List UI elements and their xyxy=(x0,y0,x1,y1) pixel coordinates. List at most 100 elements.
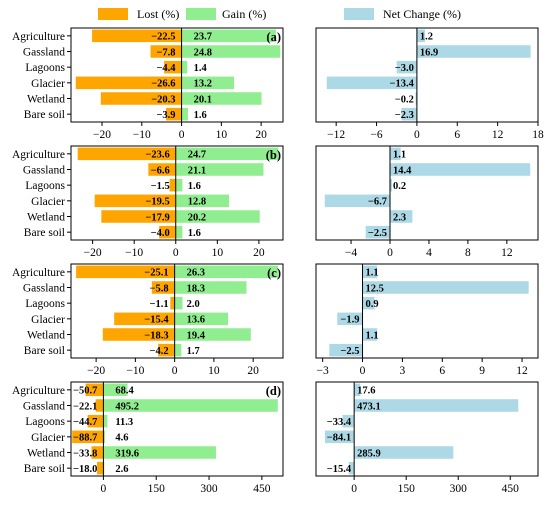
bar-lost-agriculture xyxy=(76,265,175,279)
data-label-net-lagoons: −33.4 xyxy=(327,417,352,428)
category-label-bare-soil: Bare soil xyxy=(24,345,65,357)
data-label-net-lagoons: 0.2 xyxy=(393,181,406,192)
data-label-gain-agriculture: 26.3 xyxy=(187,268,205,279)
data-label-net-agriculture: 17.6 xyxy=(357,386,375,397)
data-label-lost-lagoons: −4.4 xyxy=(156,63,176,74)
legend-swatch-lost xyxy=(98,8,128,20)
data-label-net-gassland: 473.1 xyxy=(357,401,381,412)
data-label-net-glacier: −84.1 xyxy=(327,433,351,444)
data-label-gain-wetland: 319.6 xyxy=(115,448,139,459)
bar-gain-lagoons xyxy=(174,296,183,310)
bar-gain-glacier xyxy=(181,76,235,90)
xtick-label-left-1: −10 xyxy=(126,365,144,377)
category-label-lagoons: Lagoons xyxy=(25,180,65,192)
data-label-net-bare-soil: −15.4 xyxy=(327,464,352,475)
xtick-label-right-1: 0 xyxy=(360,365,366,377)
bar-net-change-bare-soil xyxy=(329,343,363,357)
bar-gain-glacier xyxy=(175,194,229,208)
bar-gain-wetland xyxy=(181,92,262,105)
legend-label-net: Net Change (%) xyxy=(383,7,461,21)
bar-net-change-bare-soil xyxy=(348,461,355,475)
data-label-net-wetland: 1.1 xyxy=(366,330,379,341)
data-label-lost-glacier: −19.5 xyxy=(145,197,169,208)
panels: −22.5 −7.8 −4.4 −26.6 −20.3 −3.9 23.7 24.8 1.4 13… xyxy=(12,27,544,495)
data-label-gain-agriculture: 24.7 xyxy=(188,150,206,161)
data-label-gain-glacier: 12.8 xyxy=(188,197,206,208)
right-axes-frame xyxy=(315,145,539,241)
xtick-label-right-5: 12 xyxy=(516,365,528,377)
category-label-gassland: Gassland xyxy=(23,165,65,177)
right-axes-frame xyxy=(315,381,539,477)
xtick-label-left-3: 10 xyxy=(212,247,224,259)
data-label-net-lagoons: −3.0 xyxy=(395,63,414,74)
bar-lost-bare-soil xyxy=(159,225,176,239)
bar-lost-lagoons xyxy=(169,178,176,192)
data-label-lost-glacier: −15.4 xyxy=(144,315,169,326)
xtick-label-right-0: −4 xyxy=(345,247,357,259)
data-label-lost-bare-soil: −4.0 xyxy=(151,228,170,239)
data-label-lost-agriculture: −23.6 xyxy=(145,150,169,161)
category-label-glacier: Glacier xyxy=(31,314,65,326)
data-label-lost-gassland: −22.1 xyxy=(73,401,97,412)
data-label-gain-glacier: 13.2 xyxy=(194,79,212,90)
bar-gain-lagoons xyxy=(103,414,108,428)
category-label-gassland: Gassland xyxy=(23,401,65,413)
data-label-net-agriculture: 1.1 xyxy=(393,150,406,161)
data-label-lost-wetland: −18.3 xyxy=(144,330,168,341)
xtick-label-right-4: 9 xyxy=(479,365,485,377)
bar-gain-wetland xyxy=(174,328,251,341)
xtick-label-left-0: −20 xyxy=(84,247,102,259)
data-label-gain-glacier: 13.6 xyxy=(187,315,205,326)
xtick-label-left-1: −10 xyxy=(133,129,151,141)
bar-net-change-agriculture xyxy=(390,147,401,161)
xtick-label-right-3: 6 xyxy=(439,365,445,377)
bar-gain-agriculture xyxy=(174,265,278,279)
xtick-label-left-2: 0 xyxy=(179,129,185,141)
data-label-gain-bare-soil: 1.6 xyxy=(194,110,207,121)
xtick-label-right-2: 3 xyxy=(400,365,406,377)
xtick-label-right-4: 12 xyxy=(501,247,513,259)
category-label-glacier: Glacier xyxy=(31,78,65,90)
bar-net-change-agriculture xyxy=(416,29,425,43)
category-label-agriculture: Agriculture xyxy=(12,149,65,161)
xtick-label-right-4: 12 xyxy=(492,129,504,141)
panel-label: (d) xyxy=(266,384,281,398)
category-label-lagoons: Lagoons xyxy=(25,416,65,428)
xtick-label-right-1: 150 xyxy=(398,483,416,495)
data-label-lost-agriculture: −22.5 xyxy=(151,32,175,43)
left-axes-frame xyxy=(70,263,284,359)
bar-net-change-wetland xyxy=(354,446,454,459)
xtick-label-left-4: 20 xyxy=(247,365,259,377)
xtick-label-right-1: 0 xyxy=(387,247,393,259)
panel-d: −50.7 −22.1 −44.7 −88.7 −33.8 −18.0 68.4 495.2 1… xyxy=(12,381,539,495)
right-axes-frame xyxy=(315,27,539,123)
data-label-lost-gassland: −7.8 xyxy=(156,47,175,58)
bar-net-change-wetland xyxy=(390,210,413,223)
bar-gain-glacier xyxy=(103,430,106,444)
bar-net-change-wetland xyxy=(362,328,378,341)
data-label-gain-wetland: 20.2 xyxy=(188,212,206,223)
bar-net-change-lagoons xyxy=(390,178,392,192)
bar-gain-lagoons xyxy=(181,60,188,74)
data-label-net-wetland: 2.3 xyxy=(393,212,406,223)
xtick-label-left-0: 0 xyxy=(101,483,107,495)
data-label-gain-gassland: 495.2 xyxy=(115,401,139,412)
legend-label-gain: Gain (%) xyxy=(222,7,266,21)
left-axes-frame xyxy=(70,145,284,241)
bar-gain-bare-soil xyxy=(181,107,188,121)
bar-lost-glacier xyxy=(94,194,176,208)
xtick-label-right-0: 0 xyxy=(351,483,357,495)
bar-lost-gassland xyxy=(95,399,104,412)
xtick-label-left-3: 10 xyxy=(216,129,228,141)
category-label-agriculture: Agriculture xyxy=(12,385,65,397)
data-label-lost-wetland: −17.9 xyxy=(145,212,169,223)
bar-gain-gassland xyxy=(103,399,278,412)
bar-lost-wetland xyxy=(100,92,182,105)
bar-lost-agriculture xyxy=(77,147,176,161)
data-label-net-glacier: −1.9 xyxy=(340,315,359,326)
data-label-gain-agriculture: 68.4 xyxy=(115,386,134,397)
bar-net-change-bare-soil xyxy=(401,107,417,121)
bar-lost-bare-soil xyxy=(158,343,175,357)
bar-net-change-lagoons xyxy=(342,414,355,428)
